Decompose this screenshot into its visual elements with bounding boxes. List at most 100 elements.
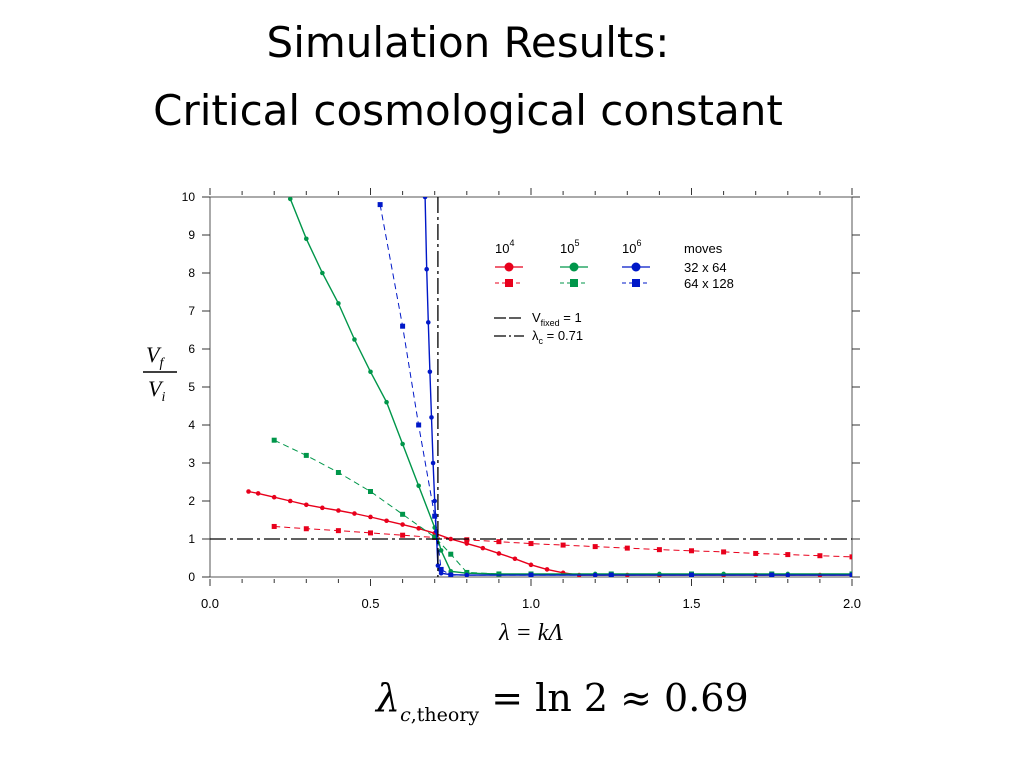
- data-point: [464, 569, 470, 575]
- data-point: [400, 511, 406, 517]
- y-axis-label-numerator: Vf: [146, 342, 165, 371]
- data-point: [400, 441, 405, 447]
- y-tick-label: 7: [188, 304, 195, 318]
- data-point: [368, 369, 373, 375]
- data-point: [464, 572, 470, 577]
- y-tick-label: 0: [188, 570, 195, 584]
- y-tick-label: 10: [182, 190, 196, 204]
- legend-marker-circle: [504, 262, 514, 272]
- data-point: [425, 320, 431, 325]
- series-line-1e4-32x64: [248, 490, 852, 576]
- data-point: [448, 536, 454, 542]
- data-point: [416, 526, 421, 531]
- y-tick-label: 1: [188, 532, 195, 546]
- data-point: [384, 399, 389, 405]
- data-point: [438, 566, 444, 572]
- y-tick-label: 3: [188, 456, 195, 470]
- data-point: [608, 572, 614, 577]
- data-point: [422, 197, 428, 200]
- data-point: [448, 572, 454, 577]
- data-point: [496, 551, 502, 556]
- series-line-1e6-64x128: [379, 204, 852, 576]
- legend-header-moves: moves: [684, 241, 723, 256]
- data-point: [432, 498, 438, 504]
- legend-marker-square: [570, 279, 578, 287]
- data-point: [320, 505, 325, 511]
- data-point: [624, 545, 630, 551]
- legend-header-moves-count: 106: [622, 238, 641, 256]
- data-point: [368, 514, 373, 520]
- data-point: [769, 572, 775, 577]
- data-point: [656, 547, 662, 553]
- data-point: [496, 571, 502, 577]
- x-tick-label: 0.0: [201, 596, 219, 611]
- series-line-1e4-64x128: [274, 526, 852, 558]
- legend-marker-circle: [631, 262, 641, 272]
- legend-vfixed-label: Vfixed = 1: [532, 310, 582, 328]
- x-axis-label: λ = kΛ: [498, 620, 563, 646]
- legend-lambda-c-label: λc = 0.71: [532, 328, 583, 346]
- slide-title-line-2: Critical cosmological constant: [153, 86, 783, 135]
- data-point: [849, 554, 852, 560]
- data-point: [304, 502, 309, 508]
- y-axis-label-denominator: Vi: [148, 376, 165, 405]
- series-line-1e6-32x64: [424, 197, 852, 576]
- data-point: [528, 562, 534, 568]
- data-point: [544, 567, 550, 572]
- data-point: [416, 422, 422, 428]
- data-point: [432, 513, 438, 519]
- data-point: [496, 539, 502, 545]
- data-point: [592, 544, 598, 550]
- data-point: [320, 270, 325, 276]
- data-point: [384, 518, 389, 524]
- data-point: [429, 415, 434, 420]
- data-point: [528, 572, 534, 577]
- data-point: [377, 202, 383, 208]
- data-point: [785, 572, 791, 577]
- slide-title-line-1: Simulation Results:: [266, 18, 670, 67]
- data-point: [435, 563, 441, 568]
- data-point: [528, 541, 534, 547]
- y-tick-label: 2: [188, 494, 195, 508]
- data-point: [303, 526, 309, 532]
- legend-row-label-64x128: 64 x 128: [684, 276, 734, 291]
- data-point: [255, 491, 261, 496]
- x-tick-label: 1.0: [522, 596, 540, 611]
- data-point: [246, 489, 251, 494]
- y-tick-label: 9: [188, 228, 195, 242]
- data-point: [817, 553, 823, 559]
- y-tick-label: 5: [188, 380, 195, 394]
- data-point: [400, 532, 406, 538]
- data-point: [400, 323, 406, 329]
- data-point: [368, 489, 373, 494]
- formula-symbol: λ: [376, 676, 401, 720]
- formula-rhs: = ln 2 ≈ 0.69: [479, 676, 749, 720]
- y-tick-label: 6: [188, 342, 195, 356]
- data-point: [352, 337, 357, 342]
- data-point: [335, 528, 341, 534]
- data-point: [304, 236, 309, 242]
- data-point: [271, 494, 277, 500]
- data-point: [352, 511, 357, 516]
- data-point: [368, 530, 373, 536]
- data-point: [271, 437, 277, 443]
- data-point: [424, 266, 429, 272]
- data-point: [432, 534, 438, 540]
- theory-formula: λc,theory = ln 2 ≈ 0.69: [376, 676, 749, 726]
- y-tick-label: 8: [188, 266, 195, 280]
- data-point: [427, 369, 433, 375]
- data-point: [336, 508, 341, 513]
- plot-area: [210, 197, 852, 577]
- data-point: [448, 551, 454, 557]
- data-point: [849, 572, 852, 577]
- legend-marker-circle: [569, 262, 579, 272]
- data-point: [438, 548, 444, 553]
- legend-header-moves-count: 104: [495, 238, 514, 256]
- data-point: [400, 522, 405, 527]
- legend-marker-square: [632, 279, 640, 287]
- formula-subscript-c: c: [400, 704, 411, 726]
- y-tick-label: 4: [188, 418, 195, 432]
- data-point: [335, 470, 341, 475]
- legend-row-label-32x64: 32 x 64: [684, 260, 727, 275]
